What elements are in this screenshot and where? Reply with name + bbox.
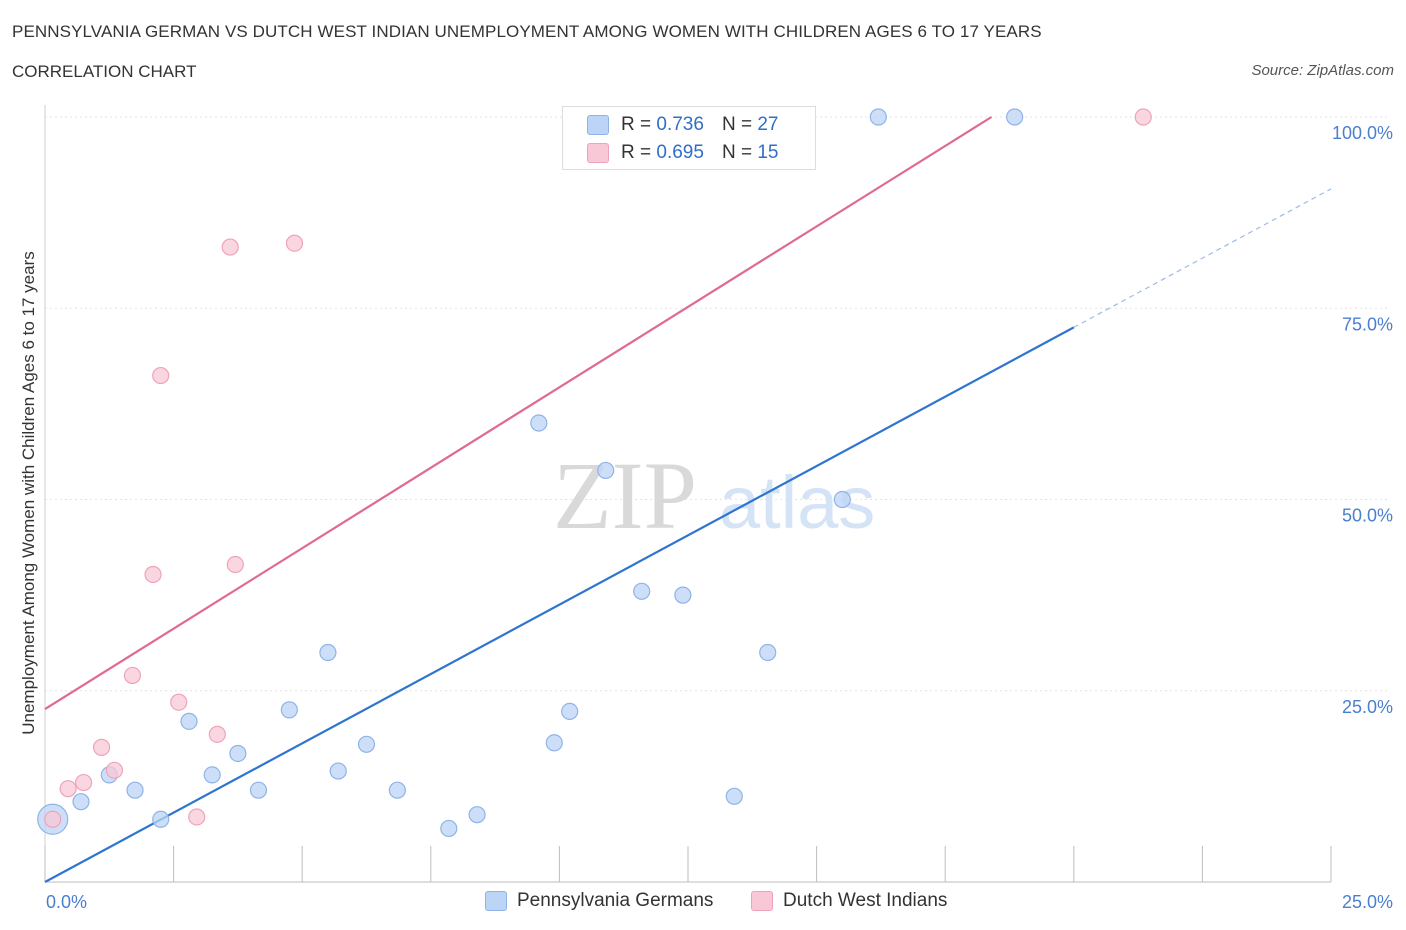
pink-swatch <box>751 891 773 911</box>
point-dutch-west-indians <box>74 773 93 792</box>
trend-line-pennsylvania-germans <box>44 326 1075 883</box>
point-pennsylvania-germans <box>180 712 198 730</box>
blue-swatch <box>485 891 507 911</box>
blue-swatch <box>587 115 609 135</box>
x-tick-label: 25.0% <box>1342 892 1393 912</box>
watermark-atlas: atlas <box>719 461 875 544</box>
source-label: Source: ZipAtlas.com <box>1251 62 1394 79</box>
point-pennsylvania-germans <box>357 735 376 753</box>
point-dutch-west-indians <box>123 666 142 685</box>
point-pennsylvania-germans <box>597 461 615 480</box>
point-dutch-west-indians <box>105 761 124 779</box>
point-pennsylvania-germans <box>674 586 692 604</box>
n-value: 15 <box>757 142 779 163</box>
r-value: 0.736 <box>656 114 704 135</box>
chart-title: PENNSYLVANIA GERMAN VS DUTCH WEST INDIAN… <box>12 22 1042 41</box>
n-value: 27 <box>757 114 779 135</box>
point-pennsylvania-germans <box>152 810 170 828</box>
point-pennsylvania-germans <box>759 643 777 662</box>
point-pennsylvania-germans <box>530 414 548 432</box>
r-label: R = <box>621 114 652 135</box>
chart-subtitle: CORRELATION CHART <box>12 62 197 81</box>
point-dutch-west-indians <box>170 693 188 711</box>
point-pennsylvania-germans <box>869 108 887 126</box>
y-tick-label: 25.0% <box>1342 697 1393 717</box>
legend-item-dutch-west-indians: Dutch West Indians <box>751 890 947 912</box>
r-label: R = <box>621 142 652 163</box>
point-pennsylvania-germans <box>203 766 221 784</box>
point-dutch-west-indians <box>226 555 244 574</box>
grid-lines <box>45 116 1390 692</box>
point-pennsylvania-germans <box>329 762 347 780</box>
point-pennsylvania-germans <box>561 702 579 721</box>
point-dutch-west-indians <box>221 238 239 256</box>
data-points <box>37 108 1152 838</box>
point-pennsylvania-germans <box>126 781 144 799</box>
pink-swatch <box>587 143 609 163</box>
point-pennsylvania-germans <box>280 701 298 719</box>
trend-line-extension <box>1073 188 1332 328</box>
point-pennsylvania-germans <box>388 781 406 799</box>
point-dutch-west-indians <box>1134 108 1152 126</box>
y-axis-label: Unemployment Among Women with Children A… <box>19 251 38 735</box>
point-dutch-west-indians <box>152 366 170 385</box>
point-dutch-west-indians <box>144 565 162 584</box>
point-dutch-west-indians <box>285 234 304 252</box>
n-label: N = <box>721 114 753 135</box>
legend-label: Pennsylvania Germans <box>517 890 714 911</box>
y-tick-label: 75.0% <box>1342 314 1393 334</box>
y-tick-label: 100.0% <box>1332 123 1393 143</box>
point-dutch-west-indians <box>59 780 77 798</box>
y-tick-label: 50.0% <box>1342 506 1393 526</box>
point-pennsylvania-germans <box>725 787 743 805</box>
tick-labels: 100.0% 75.0% 50.0% 25.0% 0.0% 25.0% <box>46 123 1393 912</box>
point-pennsylvania-germans <box>545 734 563 752</box>
point-dutch-west-indians <box>92 738 111 756</box>
point-pennsylvania-germans <box>440 819 458 838</box>
stats-legend-row-pink: R = 0.695 N = 15 <box>587 142 778 164</box>
n-label: N = <box>721 142 753 163</box>
point-dutch-west-indians <box>188 808 206 826</box>
stats-legend: R = 0.736 N = 27 R = 0.695 N = 15 <box>562 106 816 170</box>
trend-line-dutch-west-indians <box>44 116 993 711</box>
point-pennsylvania-germans <box>229 744 247 763</box>
point-pennsylvania-germans <box>72 793 90 811</box>
r-value: 0.695 <box>656 142 704 163</box>
axes <box>44 105 1332 883</box>
point-pennsylvania-germans <box>833 490 851 509</box>
point-pennsylvania-germans <box>1006 108 1024 126</box>
trend-lines <box>44 116 1332 883</box>
legend-item-pennsylvania-germans: Pennsylvania Germans <box>485 890 713 912</box>
point-pennsylvania-germans <box>468 806 486 824</box>
point-dutch-west-indians <box>44 810 62 828</box>
point-pennsylvania-germans <box>319 643 337 662</box>
stats-legend-row-blue: R = 0.736 N = 27 <box>587 114 778 136</box>
point-dutch-west-indians <box>208 725 226 743</box>
x-tick-label: 0.0% <box>46 892 87 912</box>
point-pennsylvania-germans <box>633 582 651 600</box>
watermark-zip: ZIP <box>553 442 697 549</box>
legend-label: Dutch West Indians <box>783 890 948 911</box>
point-pennsylvania-germans <box>249 781 268 799</box>
watermark: ZIP atlas <box>553 442 875 549</box>
